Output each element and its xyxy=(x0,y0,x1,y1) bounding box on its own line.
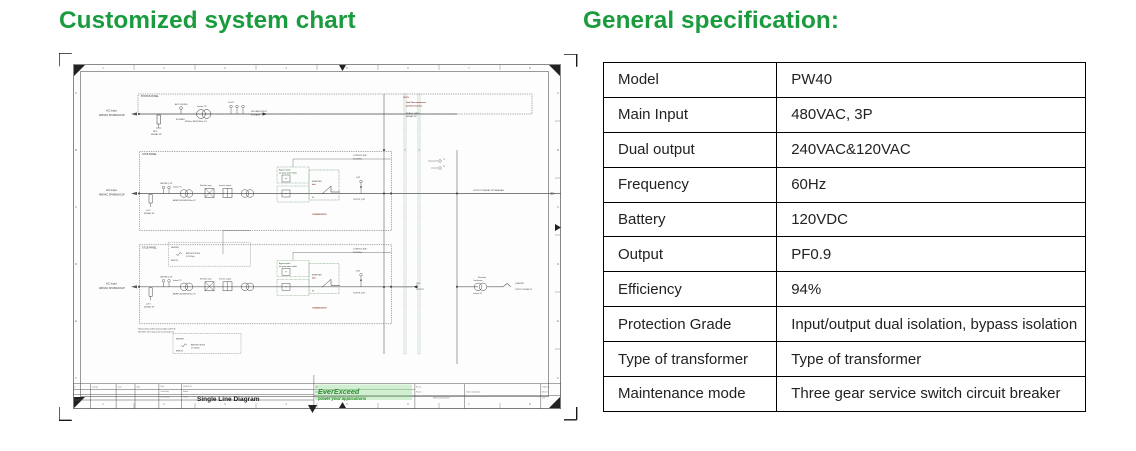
svg-text:fault: fault xyxy=(312,276,316,279)
svg-text:Load: Non-maintenance: Load: Non-maintenance xyxy=(406,101,426,104)
svg-text:NOTE: NOTE xyxy=(403,97,409,99)
svg-text:Bypass switch: Bypass switch xyxy=(279,262,290,265)
svg-text:prohibited switch to.: prohibited switch to. xyxy=(406,105,423,108)
svg-text:two power switch module: two power switch module xyxy=(279,265,297,268)
svg-text:two power switch module: two power switch module xyxy=(279,172,297,175)
svg-text:COMMUNICATION: COMMUNICATION xyxy=(312,306,327,309)
svg-text:power your applications: power your applications xyxy=(317,396,367,401)
svg-text:Bypass switch: Bypass switch xyxy=(279,169,290,172)
svg-text:COMMUNICATION: COMMUNICATION xyxy=(312,213,327,216)
svg-text:EverExceed: EverExceed xyxy=(318,387,360,396)
svg-text:fault: fault xyxy=(312,183,316,186)
